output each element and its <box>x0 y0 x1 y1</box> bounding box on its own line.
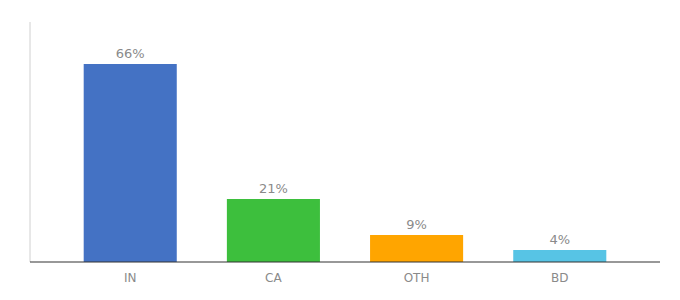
bar <box>227 199 320 262</box>
bar <box>370 235 463 262</box>
chart-container: 66% 21% 9% 4% IN CA OTH BD <box>0 0 680 300</box>
x-tick-label: OTH <box>404 271 430 285</box>
data-label: 66% <box>116 46 145 61</box>
bar <box>84 64 177 262</box>
x-tick-label: IN <box>124 271 137 285</box>
data-label: 21% <box>259 181 288 196</box>
bar <box>513 250 606 262</box>
axes <box>30 22 660 262</box>
x-axis-line <box>30 261 660 262</box>
chart: 66% 21% 9% 4% IN CA OTH BD <box>0 0 680 300</box>
x-tick-label: CA <box>265 271 282 285</box>
data-labels: 66% 21% 9% 4% <box>116 46 570 247</box>
y-axis-line <box>30 22 31 262</box>
data-label: 4% <box>549 232 570 247</box>
bars <box>84 64 607 262</box>
x-tick-labels: IN CA OTH BD <box>124 271 569 285</box>
x-tick-label: BD <box>551 271 568 285</box>
data-label: 9% <box>406 217 427 232</box>
